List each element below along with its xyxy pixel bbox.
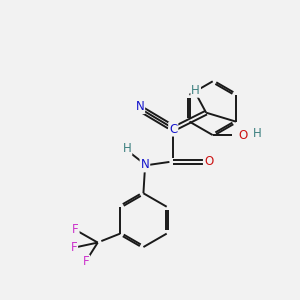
Text: N: N (140, 158, 149, 171)
Text: F: F (72, 223, 79, 236)
Text: F: F (82, 256, 89, 268)
Text: O: O (238, 129, 247, 142)
Text: N: N (136, 100, 144, 113)
Text: H: H (253, 127, 262, 140)
Text: H: H (123, 142, 131, 155)
Text: O: O (204, 155, 213, 168)
Text: F: F (70, 241, 77, 254)
Text: H: H (191, 84, 200, 97)
Text: C: C (169, 123, 177, 136)
